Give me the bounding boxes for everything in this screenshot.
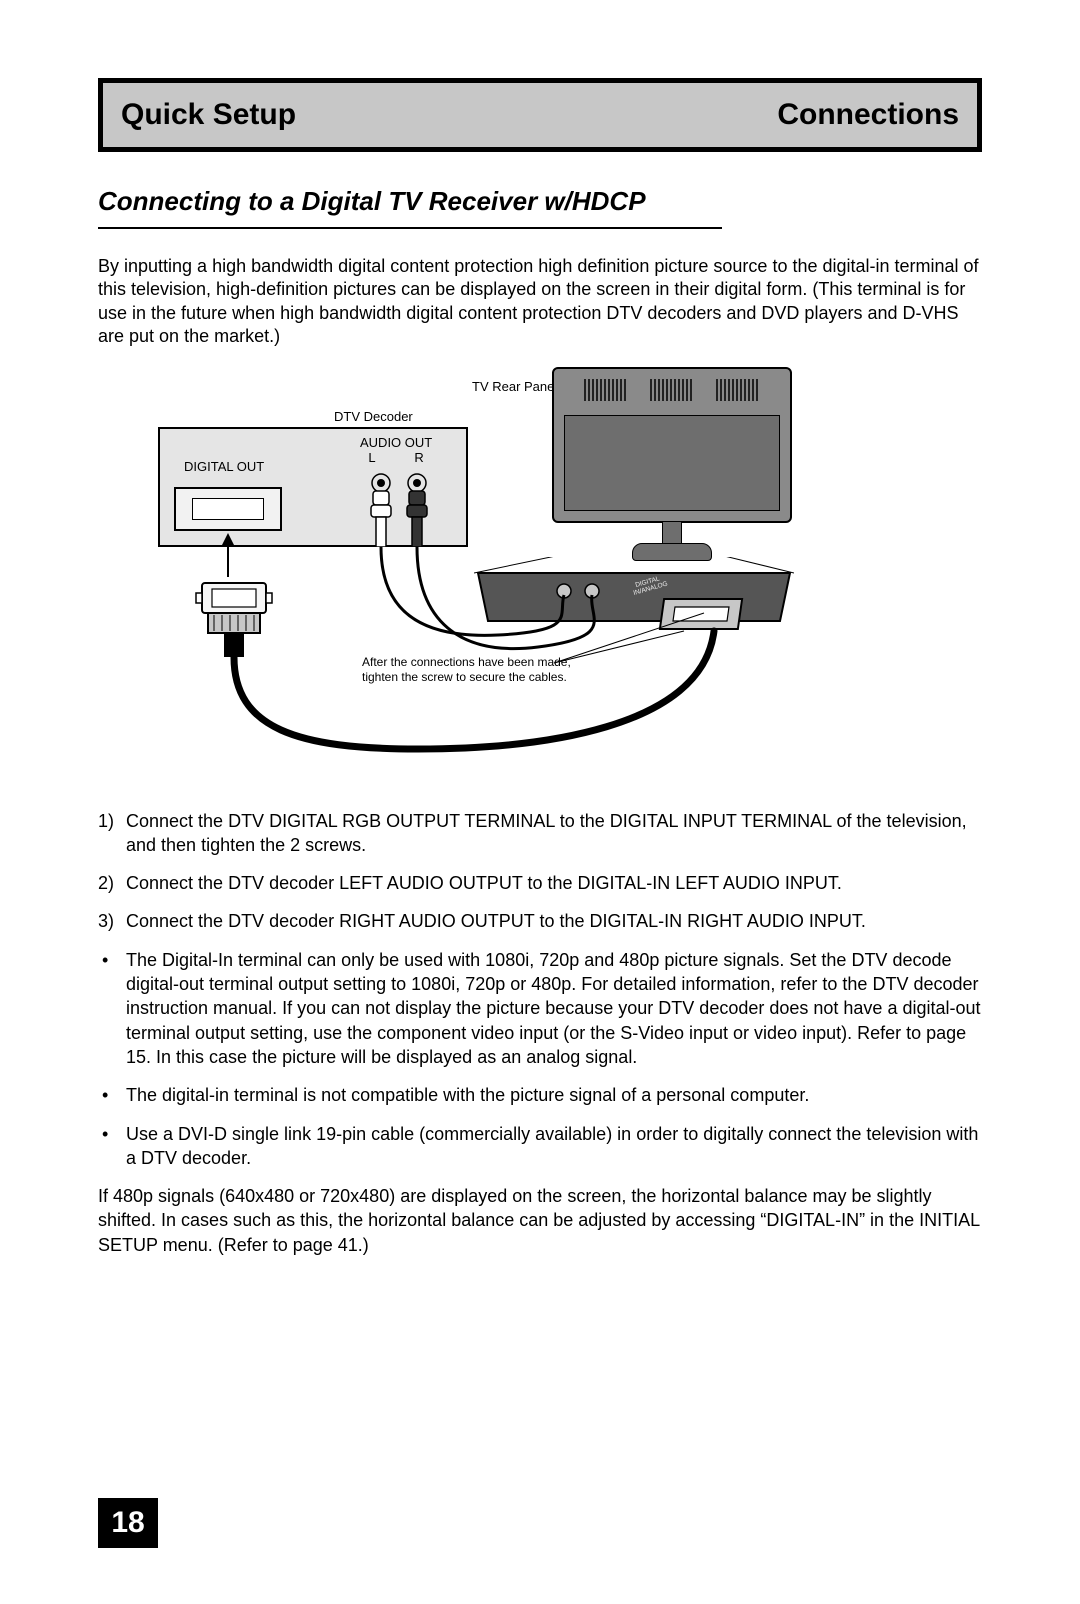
bullet-dot-icon: • [98,1122,126,1171]
bullet-text: Use a DVI-D single link 19-pin cable (co… [126,1122,982,1171]
step-text: Connect the DTV DIGITAL RGB OUTPUT TERMI… [126,809,982,858]
header-box: Quick Setup Connections [98,78,982,152]
bullet-dot-icon: • [98,948,126,1069]
bullet-1: • The Digital-In terminal can only be us… [98,948,982,1069]
page-content: Quick Setup Connections Connecting to a … [98,78,982,1257]
step-number: 3) [98,909,126,933]
page-number: 18 [98,1498,158,1548]
step-text: Connect the DTV decoder RIGHT AUDIO OUTP… [126,909,866,933]
header-left: Quick Setup [121,98,296,132]
closing-paragraph: If 480p signals (640x480 or 720x480) are… [98,1184,982,1257]
bullet-3: • Use a DVI-D single link 19-pin cable (… [98,1122,982,1171]
section-subtitle: Connecting to a Digital TV Receiver w/HD… [98,186,722,229]
step-number: 1) [98,809,126,858]
note-line1: After the connections have been made, [362,655,571,669]
numbered-steps: 1) Connect the DTV DIGITAL RGB OUTPUT TE… [98,809,982,934]
bullet-text: The Digital-In terminal can only be used… [126,948,982,1069]
step-1: 1) Connect the DTV DIGITAL RGB OUTPUT TE… [98,809,982,858]
step-3: 3) Connect the DTV decoder RIGHT AUDIO O… [98,909,982,933]
bullet-text: The digital-in terminal is not compatibl… [126,1083,809,1107]
bullet-2: • The digital-in terminal is not compati… [98,1083,982,1107]
header-right: Connections [777,98,959,132]
cable-paths-icon [98,369,982,789]
step-2: 2) Connect the DTV decoder LEFT AUDIO OU… [98,871,982,895]
bullet-notes: • The Digital-In terminal can only be us… [98,948,982,1170]
step-text: Connect the DTV decoder LEFT AUDIO OUTPU… [126,871,842,895]
connection-diagram: DTV Decoder DIGITAL OUT AUDIO OUT LR [98,369,982,789]
bullet-dot-icon: • [98,1083,126,1107]
step-number: 2) [98,871,126,895]
note-line2: tighten the screw to secure the cables. [362,670,567,684]
screw-note: After the connections have been made, ti… [362,655,571,685]
intro-paragraph: By inputting a high bandwidth digital co… [98,255,982,349]
